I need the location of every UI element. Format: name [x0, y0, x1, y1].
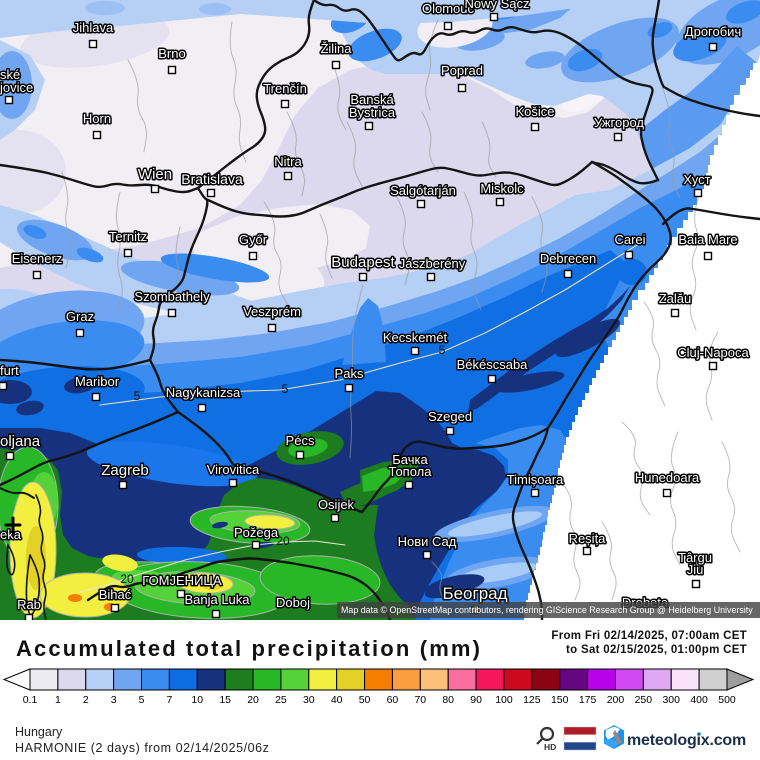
svg-text:Paks: Paks	[335, 366, 364, 381]
svg-text:400: 400	[690, 694, 708, 706]
svg-text:Graz: Graz	[66, 309, 94, 324]
svg-text:meteologix.com: meteologix.com	[627, 732, 746, 749]
svg-text:Kecskemét: Kecskemét	[383, 330, 448, 345]
svg-text:250: 250	[635, 694, 653, 706]
svg-text:60: 60	[387, 694, 399, 706]
svg-text:5: 5	[282, 382, 289, 396]
svg-text:20: 20	[120, 572, 134, 586]
svg-text:furt: furt	[0, 363, 19, 378]
svg-text:Baia Mare: Baia Mare	[678, 232, 737, 247]
svg-text:Žilina: Žilina	[320, 41, 352, 56]
svg-text:Ужгород: Ужгород	[594, 115, 644, 130]
svg-text:Banja Luka: Banja Luka	[184, 592, 250, 607]
svg-text:Maribor: Maribor	[75, 374, 120, 389]
svg-text:200: 200	[607, 694, 625, 706]
svg-text:Szombathely: Szombathely	[134, 289, 210, 304]
svg-text:ГОМЈЕНИЦА: ГОМЈЕНИЦА	[142, 573, 222, 588]
svg-text:Zagreb: Zagreb	[101, 462, 149, 479]
svg-text:80: 80	[442, 694, 454, 706]
svg-text:30: 30	[303, 694, 315, 706]
svg-text:Jászberény: Jászberény	[399, 256, 466, 271]
svg-text:1: 1	[55, 694, 61, 706]
svg-text:Carei: Carei	[614, 232, 645, 247]
svg-text:2: 2	[83, 694, 89, 706]
svg-text:Ternitz: Ternitz	[109, 229, 147, 244]
svg-text:0.1: 0.1	[23, 694, 38, 706]
svg-text:Jihlava: Jihlava	[73, 20, 114, 35]
svg-text:Бачка: Бачка	[392, 452, 428, 467]
svg-text:100: 100	[495, 694, 513, 706]
svg-text:Osijek: Osijek	[318, 497, 355, 512]
svg-text:Bratislava: Bratislava	[181, 171, 243, 187]
svg-text:500: 500	[718, 694, 736, 706]
svg-text:7: 7	[166, 694, 172, 706]
svg-text:5: 5	[439, 343, 446, 357]
svg-text:HD: HD	[544, 742, 556, 752]
svg-text:25: 25	[275, 694, 287, 706]
svg-text:Map data © OpenStreetMap contr: Map data © OpenStreetMap contributors, r…	[341, 605, 753, 615]
svg-text:Târgu: Târgu	[678, 550, 712, 565]
svg-text:Virovitica: Virovitica	[207, 462, 260, 477]
svg-text:Hunedoara: Hunedoara	[635, 470, 700, 485]
svg-text:Miskolc: Miskolc	[480, 181, 524, 196]
svg-text:Eisenerz: Eisenerz	[12, 251, 63, 266]
svg-text:90: 90	[470, 694, 482, 706]
svg-text:5: 5	[139, 694, 145, 706]
svg-text:Salgótarján: Salgótarján	[390, 183, 456, 198]
svg-text:Nagykanizsa: Nagykanizsa	[166, 385, 241, 400]
svg-text:50: 50	[359, 694, 371, 706]
svg-text:15: 15	[219, 694, 231, 706]
svg-text:Rab: Rab	[17, 597, 41, 612]
svg-text:125: 125	[523, 694, 541, 706]
svg-text:Brno: Brno	[158, 46, 185, 61]
svg-text:Bystrica: Bystrica	[349, 105, 396, 120]
svg-text:Cluj-Napoca: Cluj-Napoca	[677, 345, 749, 360]
svg-text:Timișoara: Timișoara	[507, 472, 564, 487]
svg-text:5: 5	[134, 389, 141, 403]
svg-text:20: 20	[276, 534, 290, 548]
svg-text:jovice: jovice	[0, 80, 33, 95]
svg-text:150: 150	[551, 694, 569, 706]
svg-text:ské: ské	[0, 67, 20, 82]
svg-text:Дрогобич: Дрогобич	[685, 24, 741, 39]
svg-text:Požega: Požega	[234, 525, 279, 540]
svg-text:Zalău: Zalău	[659, 291, 692, 306]
svg-text:Pécs: Pécs	[286, 433, 315, 448]
svg-text:Nowy Sącz: Nowy Sącz	[464, 0, 529, 11]
svg-text:300: 300	[662, 694, 680, 706]
svg-text:Debrecen: Debrecen	[540, 251, 596, 266]
svg-text:Budapest: Budapest	[331, 254, 395, 271]
svg-text:Banská: Banská	[350, 92, 394, 107]
svg-text:3: 3	[111, 694, 117, 706]
svg-text:Doboj: Doboj	[276, 595, 310, 610]
svg-text:20: 20	[247, 694, 259, 706]
svg-text:Нови Сад: Нови Сад	[398, 534, 457, 549]
svg-text:Nitra: Nitra	[274, 154, 302, 169]
svg-text:Poprad: Poprad	[441, 63, 483, 78]
svg-text:Београд: Београд	[442, 584, 507, 603]
svg-text:Jiu: Jiu	[687, 562, 704, 577]
svg-text:Szeged: Szeged	[428, 409, 472, 424]
svg-text:eka: eka	[0, 527, 22, 542]
svg-text:Győr: Győr	[239, 232, 268, 247]
svg-text:Reșița: Reșița	[569, 531, 607, 546]
svg-text:Wien: Wien	[138, 166, 172, 183]
svg-text:Хуст: Хуст	[683, 172, 710, 187]
svg-text:oljana: oljana	[0, 433, 41, 450]
svg-text:10: 10	[191, 694, 203, 706]
svg-text:Olomouc: Olomouc	[422, 1, 475, 16]
svg-text:40: 40	[331, 694, 343, 706]
svg-text:Топола: Топола	[389, 464, 433, 479]
svg-text:175: 175	[579, 694, 597, 706]
svg-text:Horn: Horn	[83, 111, 111, 126]
svg-text:Veszprém: Veszprém	[243, 304, 301, 319]
svg-text:Bihać: Bihać	[99, 587, 132, 602]
svg-text:70: 70	[414, 694, 426, 706]
svg-text:Trenčín: Trenčín	[263, 81, 307, 96]
svg-text:Košice: Košice	[515, 104, 554, 119]
svg-text:Békéscsaba: Békéscsaba	[457, 357, 529, 372]
